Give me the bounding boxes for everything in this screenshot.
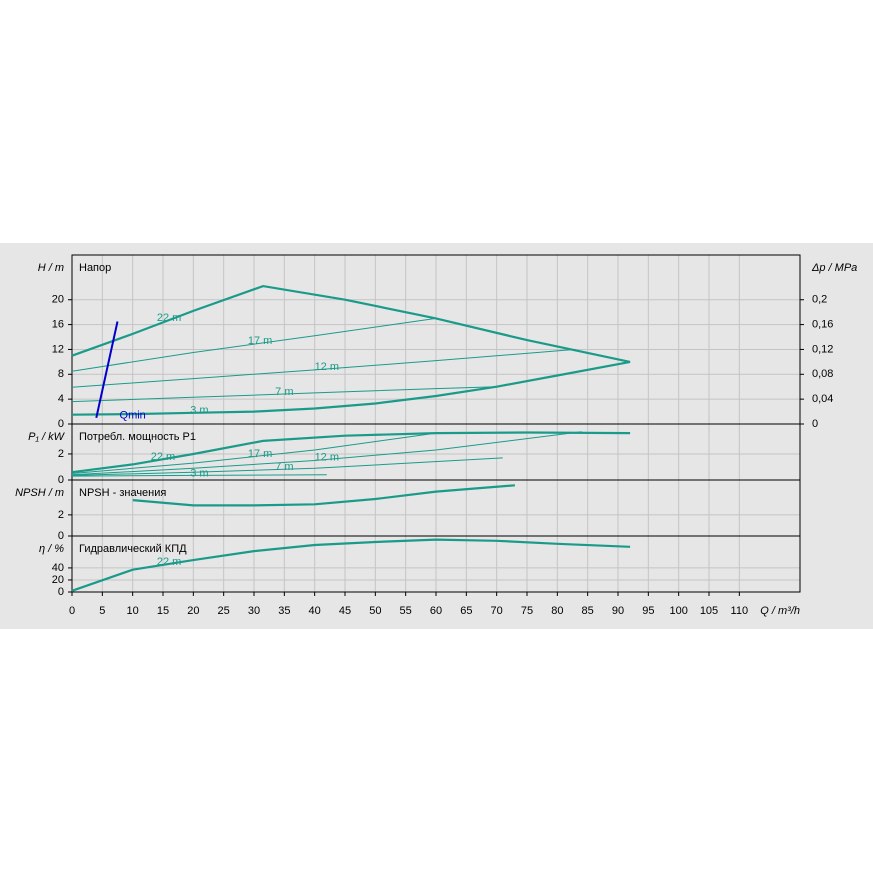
x-tick-label: 75	[521, 605, 533, 617]
y-axis-label: P₁ / kW	[28, 431, 65, 443]
y-tick-label: 12	[52, 343, 64, 355]
y2-axis-label: Δp / MPa	[811, 262, 857, 274]
y2-tick-label: 0,08	[812, 368, 833, 380]
x-tick-label: 50	[369, 605, 381, 617]
x-tick-label: 65	[460, 605, 472, 617]
y-tick-label: 20	[52, 294, 64, 306]
curve-label: 3 m	[190, 405, 208, 417]
x-tick-label: 95	[642, 605, 654, 617]
curve-label: 12 m	[315, 361, 339, 373]
x-tick-label: 5	[99, 605, 105, 617]
curve	[71, 431, 582, 476]
x-tick-label: 60	[430, 605, 442, 617]
y-axis-label: H / m	[38, 262, 64, 274]
curve	[71, 474, 327, 477]
x-tick-label: 110	[731, 605, 749, 617]
curve	[132, 484, 515, 507]
curve-label: 3 m	[190, 467, 208, 479]
x-tick-label: 90	[612, 605, 624, 617]
curve	[71, 386, 497, 403]
x-axis-label: Q / m³/h	[760, 605, 800, 617]
x-tick-label: 40	[309, 605, 321, 617]
x-tick-label: 25	[218, 605, 230, 617]
x-tick-label: 20	[187, 605, 199, 617]
x-tick-label: 0	[69, 605, 75, 617]
y2-tick-label: 0,16	[812, 318, 833, 330]
y-tick-label: 2	[58, 509, 64, 521]
curve-label: 12 m	[315, 451, 339, 463]
panel-title: Потребл. мощность P1	[79, 431, 196, 443]
curve-label: Qmin	[120, 410, 146, 422]
curve-label: 22 m	[157, 312, 181, 324]
curve-label: 22 m	[157, 556, 181, 568]
panel-title: Гидравлический КПД	[79, 543, 187, 555]
y-tick-label: 40	[52, 562, 64, 574]
x-tick-label: 10	[127, 605, 139, 617]
x-tick-label: 55	[400, 605, 412, 617]
x-tick-label: 15	[157, 605, 169, 617]
y2-tick-label: 0,2	[812, 294, 827, 306]
curve-label: 17 m	[248, 448, 272, 460]
curve-label: 7 m	[275, 461, 293, 473]
curve	[71, 348, 576, 388]
y-tick-label: 0	[58, 586, 64, 598]
x-tick-label: 80	[551, 605, 563, 617]
curve-label: 17 m	[248, 335, 272, 347]
y-axis-label: NPSH / m	[15, 487, 64, 499]
x-tick-label: 35	[278, 605, 290, 617]
y2-tick-label: 0,04	[812, 393, 833, 405]
x-tick-label: 105	[700, 605, 718, 617]
x-tick-label: 100	[669, 605, 687, 617]
y-axis-label: η / %	[39, 543, 64, 555]
y-tick-label: 2	[58, 448, 64, 460]
y2-tick-label: 0,12	[812, 343, 833, 355]
y-tick-label: 4	[58, 393, 64, 405]
y2-tick-label: 0	[812, 418, 818, 430]
x-tick-label: 45	[339, 605, 351, 617]
x-tick-label: 30	[248, 605, 260, 617]
curve	[71, 284, 631, 363]
x-tick-label: 70	[491, 605, 503, 617]
curve	[71, 431, 631, 474]
curve	[95, 321, 119, 419]
y-tick-label: 16	[52, 318, 64, 330]
y-tick-label: 0	[58, 418, 64, 430]
y-tick-label: 0	[58, 530, 64, 542]
curve	[71, 317, 437, 372]
curve	[71, 538, 631, 592]
x-tick-label: 85	[582, 605, 594, 617]
curve	[71, 457, 503, 476]
curve	[71, 360, 631, 416]
panel-title: Напор	[79, 262, 111, 274]
panel-title: NPSH - значения	[79, 487, 166, 499]
curve	[71, 432, 437, 474]
y-tick-label: 20	[52, 574, 64, 586]
curve-label: 7 m	[275, 386, 293, 398]
y-tick-label: 0	[58, 474, 64, 486]
y-tick-label: 8	[58, 368, 64, 380]
curve-label: 22 m	[151, 451, 175, 463]
